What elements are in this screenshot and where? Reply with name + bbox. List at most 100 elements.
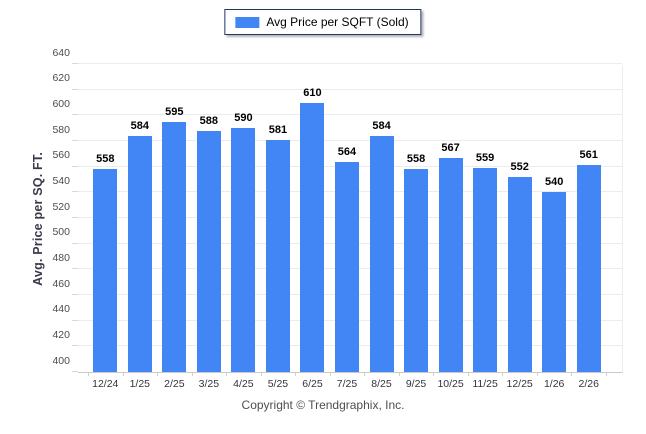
x-axis-tick <box>364 372 366 376</box>
bar-cell-2/25: 595 <box>157 65 192 372</box>
y-axis-tick-label: 440 <box>52 303 70 316</box>
y-axis-tick <box>72 294 78 295</box>
bar <box>196 130 221 372</box>
x-axis-tick-label: 11/25 <box>472 378 498 390</box>
bar-value-label: 595 <box>165 105 184 118</box>
gridline <box>78 88 622 90</box>
bar-value-label: 559 <box>475 151 495 164</box>
y-axis-tick-label: 580 <box>52 123 70 136</box>
x-axis-tick <box>122 372 124 376</box>
bar-cell-12/24: 558 <box>88 65 123 372</box>
bar <box>127 135 152 372</box>
y-axis-tick <box>72 63 78 64</box>
x-axis-tick-label: 12/24 <box>92 378 119 390</box>
plot-area: Avg. Price per SQ. FT. 400 420 440 460 480 50… <box>31 47 623 390</box>
bar-value-label: 564 <box>337 145 357 158</box>
gridline <box>78 63 622 64</box>
y-axis-tick <box>72 191 78 193</box>
bar-cell-8/25: 584 <box>364 65 399 372</box>
legend-label: Avg Price per SQFT (Sold) <box>266 15 409 29</box>
x-axis-ticks <box>88 65 607 376</box>
bar-cell-4/25: 590 <box>226 65 261 372</box>
bar <box>404 169 429 372</box>
x-axis-tick-label: 9/25 <box>405 378 427 390</box>
gridline <box>78 114 622 116</box>
x-axis-tick <box>295 372 297 376</box>
bars-row: 558 584 595 588 590 581 610 564 584 558 567 559 552 5… <box>88 65 606 372</box>
x-axis-tick-label: 2/25 <box>164 378 185 390</box>
bar-value-label: 552 <box>510 160 529 173</box>
y-axis-tick <box>72 242 78 244</box>
x-axis-tick <box>467 372 469 376</box>
bar-cell-1/26: 540 <box>537 65 572 372</box>
bar-value-label: 558 <box>96 153 115 166</box>
bar <box>162 121 187 372</box>
y-axis-tick <box>72 88 78 90</box>
x-axis-tick <box>502 372 504 376</box>
y-axis-tick <box>72 165 78 167</box>
y-axis-tick-label: 520 <box>52 200 70 213</box>
bar-value-label: 558 <box>406 153 426 166</box>
x-axis-tick <box>606 372 607 376</box>
bar-value-label: 581 <box>268 123 288 136</box>
y-axis-tick-label: 540 <box>52 174 70 187</box>
bar <box>542 192 567 372</box>
bar <box>369 135 394 372</box>
y-axis-tick <box>72 319 78 321</box>
x-axis-tick <box>536 372 538 376</box>
y-axis-tick <box>72 114 78 116</box>
bar <box>93 169 118 372</box>
bar <box>473 167 498 372</box>
y-axis-title-wrap: Avg. Price per SQ. FT. <box>28 65 48 372</box>
bar-value-label: 567 <box>441 141 460 154</box>
bar-cell-9/25: 558 <box>399 65 434 372</box>
y-axis-tick-label: 480 <box>52 251 70 264</box>
x-axis-tick-label: 2/26 <box>578 378 599 390</box>
bar-value-label: 590 <box>234 112 253 125</box>
x-axis-tick-label: 6/25 <box>302 378 323 390</box>
y-axis-tick <box>72 268 78 270</box>
bar-cell-5/25: 581 <box>261 65 296 372</box>
bar-value-label: 561 <box>579 149 598 162</box>
bar-value-label: 540 <box>544 176 564 189</box>
x-axis-tick-label: 12/25 <box>506 378 533 390</box>
legend-swatch-icon <box>235 16 260 28</box>
gridline <box>78 140 622 141</box>
bar <box>576 165 601 372</box>
x-axis-tick <box>260 372 262 376</box>
y-axis-tick-label: 500 <box>52 226 70 239</box>
y-axis-tick <box>72 217 78 218</box>
bar-cell-10/25: 567 <box>433 65 468 372</box>
y-axis-tick-label: 560 <box>52 149 70 162</box>
bar-cell-7/25: 564 <box>330 65 365 372</box>
footer-copyright: Copyright © Trendgraphix, Inc. <box>241 398 405 412</box>
y-axis-tick-label: 620 <box>52 72 70 85</box>
bar <box>265 139 290 372</box>
x-axis-labels: 12/24 1/25 2/25 3/25 4/25 5/25 6/25 7/25 8/25 9/2… <box>88 372 606 390</box>
x-axis-tick-label: 1/25 <box>129 378 151 390</box>
x-axis-tick-label: 8/25 <box>371 378 392 390</box>
x-axis-tick-label: 10/25 <box>437 378 464 390</box>
x-axis-tick-label: 4/25 <box>233 378 254 390</box>
y-axis-tick-label: 400 <box>52 354 70 367</box>
bar-value-label: 588 <box>199 114 219 127</box>
x-axis-tick <box>88 372 89 376</box>
bar-value-label: 584 <box>130 119 149 132</box>
y-axis-tick <box>72 345 78 347</box>
bar <box>300 102 325 372</box>
bar <box>507 176 532 372</box>
bar-value-label: 610 <box>303 86 322 99</box>
y-axis-title: Avg. Price per SQ. FT. <box>31 151 45 286</box>
bar-cell-11/25: 559 <box>468 65 503 372</box>
x-axis-tick-label: 1/26 <box>543 378 565 390</box>
y-axis-tick <box>72 371 78 372</box>
x-axis-tick <box>433 372 435 376</box>
bar <box>438 157 463 372</box>
bar-cell-6/25: 610 <box>295 65 330 372</box>
x-axis-tick <box>329 372 331 376</box>
y-axis-tick-label: 460 <box>52 277 70 290</box>
bar-cell-2/26: 561 <box>571 65 606 372</box>
chart-legend: Avg Price per SQFT (Sold) <box>224 9 422 35</box>
y-axis-tick-label: 600 <box>52 97 70 110</box>
